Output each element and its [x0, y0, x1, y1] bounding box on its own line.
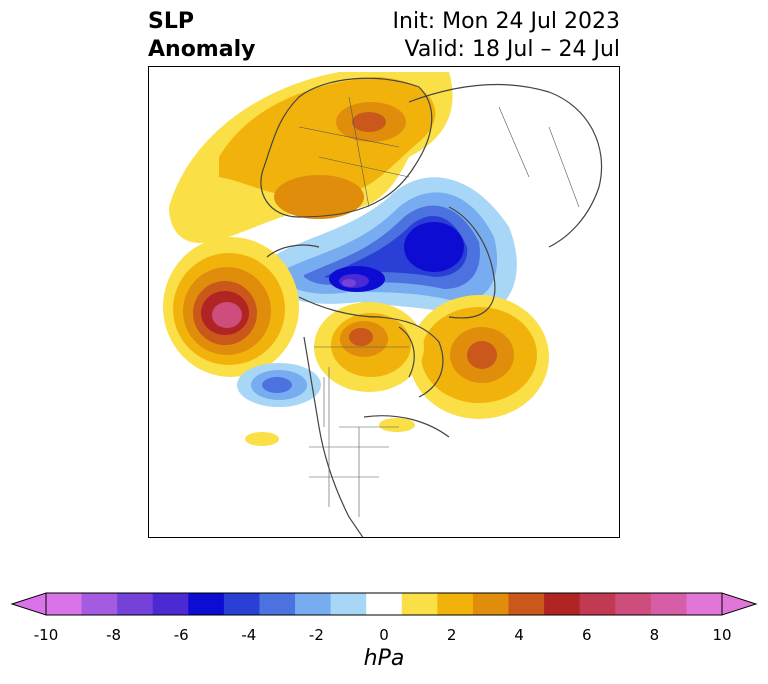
colorbar-bin: [579, 593, 616, 615]
anomaly-negative-arctic: [264, 177, 517, 317]
title-variable: SLP: [148, 9, 194, 34]
colorbar-bin: [259, 593, 296, 615]
colorbar-bin: [366, 593, 403, 615]
colorbar-bin: [46, 593, 83, 615]
coastlines: [260, 77, 603, 537]
colorbar-extend-min: [10, 592, 47, 616]
title-field: Anomaly: [148, 37, 256, 62]
colorbar-bin: [223, 593, 260, 615]
colorbar-bin: [81, 593, 118, 615]
colorbar-bin: [188, 593, 225, 615]
colorbar-bin: [615, 593, 652, 615]
colorbar-tick-label: 10: [712, 626, 732, 644]
colorbar-bin: [686, 593, 723, 615]
colorbar-bin: [401, 593, 438, 615]
colorbar-bin: [472, 593, 510, 615]
colorbar-tick-label: 4: [514, 626, 524, 644]
valid-range: Valid: 18 Jul – 24 Jul: [404, 37, 620, 62]
colorbar-bin: [295, 593, 332, 615]
colorbar-tick-label: 6: [582, 626, 592, 644]
colorbar-unit: hPa: [363, 646, 405, 671]
anomaly-positive-pacific: [163, 237, 299, 377]
colorbar-bin: [650, 593, 687, 615]
map-dates: Init: Mon 24 Jul 2023 Valid: 18 Jul – 24…: [393, 8, 620, 64]
colorbar-bin: [508, 593, 545, 615]
colorbar: [10, 592, 758, 616]
anomaly-positive-small-east: [379, 418, 415, 432]
anomaly-positive-small: [245, 432, 279, 446]
colorbar-tick-label: 0: [379, 626, 389, 644]
map-title: SLP Anomaly: [148, 8, 255, 64]
colorbar-bin: [117, 593, 154, 615]
colorbar-bin: [544, 593, 581, 615]
colorbar-tick-label: 2: [446, 626, 457, 644]
colorbar-bin: [152, 593, 189, 615]
init-date: Init: Mon 24 Jul 2023: [392, 9, 620, 34]
country-borders: [298, 96, 580, 517]
colorbar-extend-max: [721, 592, 758, 616]
colorbar-tick-label: -8: [106, 626, 122, 644]
colorbar-tick-label: 8: [649, 626, 660, 644]
colorbar-tick-label: -2: [308, 626, 324, 644]
colorbar-bin: [437, 593, 474, 615]
anomaly-positive-atlantic: [409, 295, 549, 419]
colorbar-tick-label: -10: [33, 626, 59, 644]
colorbar-outline: [45, 592, 723, 616]
map-panel: [148, 66, 620, 538]
anomaly-negative-east-pacific: [237, 363, 321, 407]
anomaly-map: [163, 72, 603, 537]
anomaly-positive-siberia: [169, 72, 453, 243]
colorbar-tick-label: -4: [241, 626, 257, 644]
colorbar-tick-label: -6: [173, 626, 189, 644]
colorbar-bin: [330, 593, 367, 615]
